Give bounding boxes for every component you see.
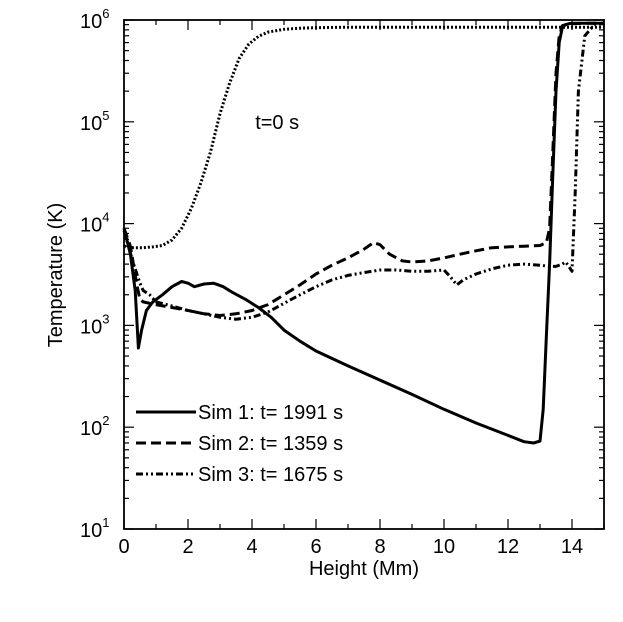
legend-label: Sim 3: t= 1675 s bbox=[198, 464, 343, 486]
legend-label: Sim 2: t= 1359 s bbox=[198, 433, 343, 455]
series-line bbox=[123, 25, 604, 250]
legend-label: Sim 1: t= 1991 s bbox=[198, 402, 343, 424]
y-tick-label: 102 bbox=[80, 413, 109, 440]
y-tick-label: 104 bbox=[80, 210, 109, 237]
x-tick-label: 14 bbox=[561, 536, 583, 558]
axis-ticks bbox=[123, 19, 605, 530]
x-tick-label: 12 bbox=[497, 536, 519, 558]
legend: Sim 1: t= 1991 s Sim 2: t= 1359 s Sim 3: t… bbox=[136, 402, 343, 486]
y-tick-label: 105 bbox=[80, 108, 109, 135]
series-line bbox=[122, 21, 605, 321]
x-tick-label: 2 bbox=[182, 536, 193, 558]
series-line bbox=[122, 21, 604, 317]
series-line bbox=[122, 21, 604, 445]
x-tick-label: 0 bbox=[118, 536, 129, 558]
y-tick-labels: 101 102 103 104 105 106 bbox=[80, 6, 109, 542]
plot-frame bbox=[123, 19, 605, 530]
x-tick-label: 6 bbox=[310, 536, 321, 558]
series-layer bbox=[122, 21, 605, 445]
t0-annotation: t=0 s bbox=[255, 112, 299, 134]
y-axis-label: Temperature (K) bbox=[45, 203, 67, 348]
y-tick-label: 106 bbox=[80, 6, 109, 33]
x-tick-label: 4 bbox=[246, 536, 257, 558]
y-tick-label: 101 bbox=[80, 515, 109, 542]
x-axis-label: Height (Mm) bbox=[309, 558, 419, 580]
x-tick-label: 10 bbox=[433, 536, 455, 558]
y-tick-label: 103 bbox=[80, 311, 109, 338]
x-tick-label: 8 bbox=[374, 536, 385, 558]
x-tick-labels: 0 2 4 6 8 10 12 14 bbox=[118, 536, 583, 558]
